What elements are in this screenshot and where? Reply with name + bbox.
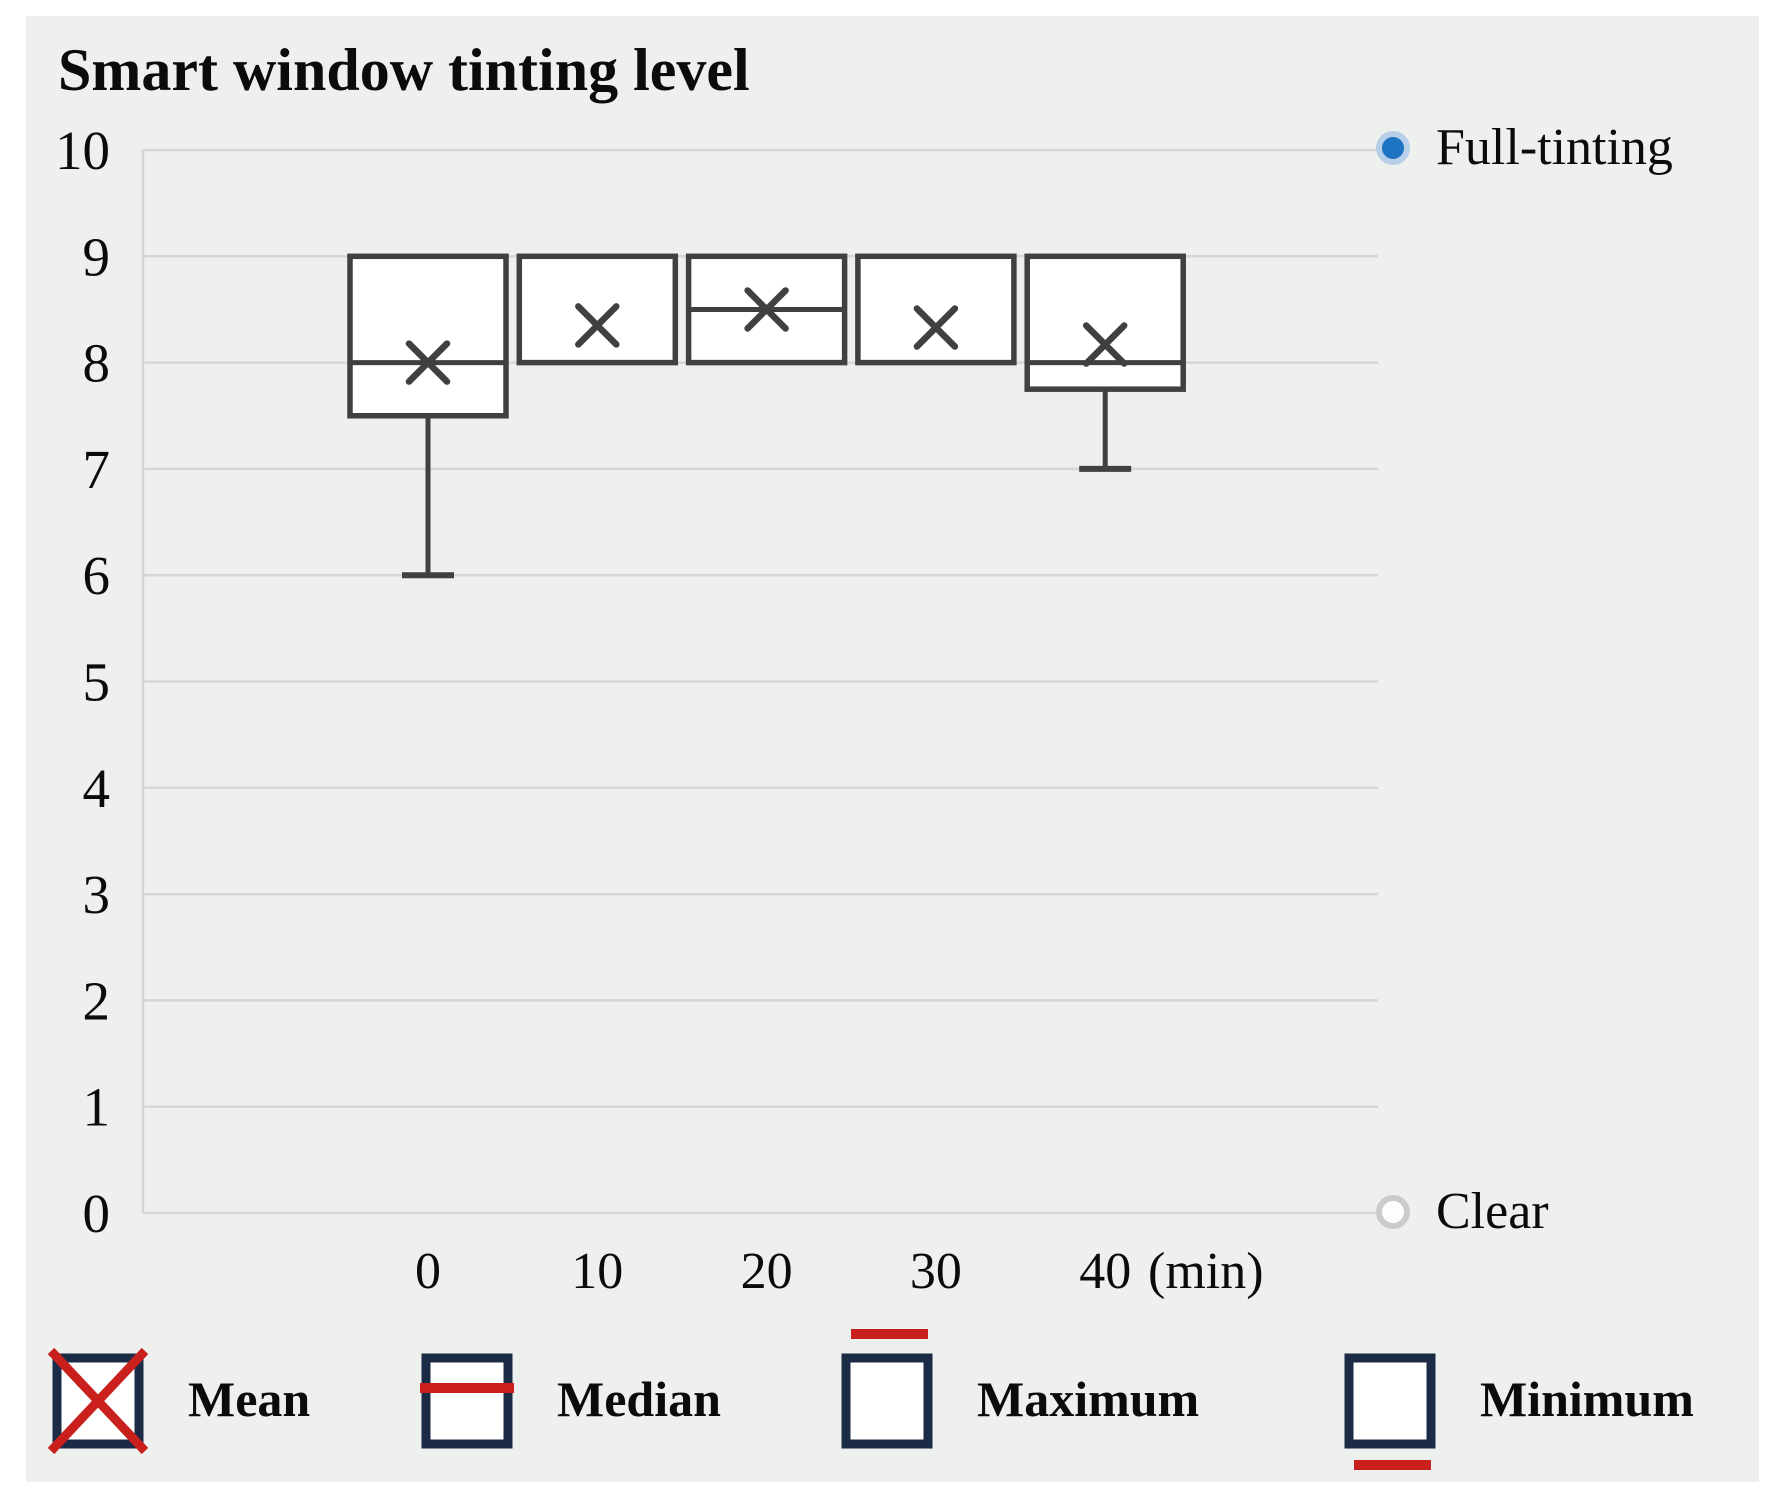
box-t0 bbox=[347, 253, 509, 419]
clear-marker-icon bbox=[1376, 1194, 1410, 1229]
legend-label-minimum: Minimum bbox=[1480, 1371, 1694, 1427]
maximum-icon bbox=[841, 1329, 933, 1449]
y-tick-label-0: 0 bbox=[83, 1183, 111, 1244]
clear-annotation: Clear bbox=[1376, 1182, 1549, 1241]
x-tick-label-10: 10 bbox=[571, 1243, 623, 1300]
mean-marker-t10 bbox=[575, 303, 620, 348]
x-tick-label-20: 20 bbox=[741, 1243, 793, 1300]
mean-marker-t0 bbox=[405, 340, 451, 385]
y-tick-label-5: 5 bbox=[83, 652, 111, 713]
y-tick-label-10: 10 bbox=[55, 120, 110, 181]
y-tick-label-4: 4 bbox=[83, 758, 111, 819]
y-tick-label-3: 3 bbox=[83, 864, 111, 925]
y-tick-label-9: 9 bbox=[83, 226, 111, 287]
clear-label: Clear bbox=[1436, 1183, 1549, 1240]
y-tick-label-8: 8 bbox=[83, 333, 111, 394]
legend-item-maximum: Maximum bbox=[837, 1326, 1199, 1471]
minimum-icon bbox=[1344, 1353, 1436, 1470]
x-tick-label-0: 0 bbox=[415, 1243, 441, 1300]
legend-label-mean: Mean bbox=[188, 1371, 311, 1427]
full-tinting-label: Full-tinting bbox=[1436, 119, 1673, 176]
y-tick-label-6: 6 bbox=[83, 545, 111, 606]
median-icon bbox=[420, 1353, 514, 1449]
mean-marker-t30 bbox=[913, 305, 959, 350]
box-t30 bbox=[855, 253, 1017, 366]
full-tinting-marker-icon bbox=[1376, 130, 1410, 165]
y-tick-label-1: 1 bbox=[83, 1077, 111, 1138]
mean-icon bbox=[48, 1347, 148, 1455]
box-t10 bbox=[516, 253, 679, 366]
legend-label-maximum: Maximum bbox=[977, 1371, 1200, 1427]
y-tick-label-2: 2 bbox=[83, 970, 111, 1031]
full-tinting-annotation: Full-tinting bbox=[1376, 118, 1673, 177]
x-axis-unit-label: (min) bbox=[1148, 1243, 1264, 1300]
legend-label-median: Median bbox=[557, 1371, 721, 1427]
x-tick-label-30: 30 bbox=[910, 1243, 962, 1300]
box-t40 bbox=[1024, 253, 1186, 392]
mean-marker-t20 bbox=[744, 287, 789, 332]
y-tick-label-7: 7 bbox=[83, 439, 111, 500]
x-tick-label-40: 40 bbox=[1079, 1243, 1131, 1300]
mean-marker-t40 bbox=[1082, 322, 1128, 367]
legend-item-mean: Mean bbox=[48, 1326, 310, 1471]
legend-item-median: Median bbox=[417, 1326, 721, 1471]
chart-title: Smart window tinting level bbox=[58, 37, 750, 103]
legend-item-minimum: Minimum bbox=[1340, 1326, 1694, 1471]
